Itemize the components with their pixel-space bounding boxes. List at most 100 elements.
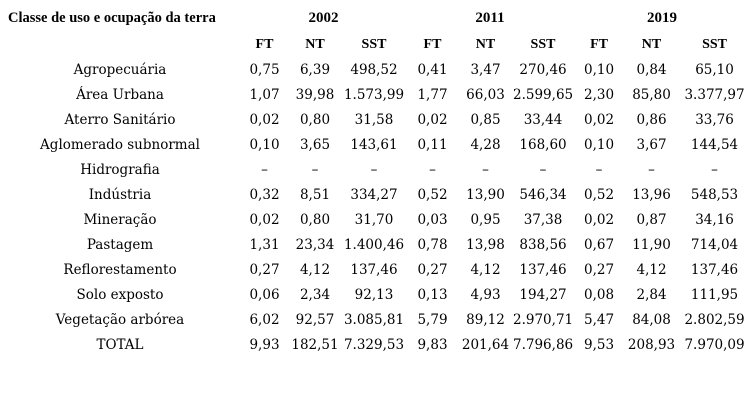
- cell-value: 6,39: [299, 61, 331, 78]
- column-header-nt-2002: NT: [305, 36, 325, 52]
- column-header-nt-2011: NT: [475, 36, 496, 52]
- cell-value: 33,76: [695, 111, 734, 128]
- cell-value: 5,47: [584, 311, 615, 328]
- column-header-spacer: [0, 32, 240, 57]
- cell-value: 3,67: [636, 136, 667, 153]
- table-row: Indústria 0,32 8,51 334,27 0,52 13,90 546,34 0,…: [0, 182, 751, 207]
- cell-value: 2,84: [636, 286, 667, 303]
- cell-value: 182,51: [291, 336, 339, 353]
- cell-value: 85,80: [632, 86, 671, 103]
- row-label: Hidrografia: [80, 161, 160, 178]
- year-header-2011: 2011: [475, 9, 505, 26]
- cell-value: –: [370, 161, 378, 178]
- cell-value: 0,03: [417, 211, 448, 228]
- cell-value: 1,77: [417, 86, 448, 103]
- table-row: Aterro Sanitário 0,02 0,80 31,58 0,02 0,85 33,…: [0, 107, 751, 132]
- cell-value: 31,58: [354, 111, 394, 128]
- cell-value: 33,44: [523, 111, 563, 128]
- cell-value: 2.970,71: [513, 311, 574, 328]
- row-label: Aterro Sanitário: [64, 111, 176, 128]
- row-label: Agropecuária: [73, 61, 167, 78]
- cell-value: 9,83: [417, 336, 448, 353]
- column-header-ft-2011: FT: [423, 36, 442, 52]
- cell-value: 92,57: [295, 311, 335, 328]
- cell-value: 0,02: [584, 111, 615, 128]
- cell-value: 143,61: [350, 136, 398, 153]
- cell-value: 0,13: [417, 286, 448, 303]
- cell-value: 7.796,86: [513, 336, 574, 353]
- row-label: Aglomerado subnormal: [40, 136, 200, 153]
- cell-value: 548,53: [690, 186, 739, 203]
- cell-value: 4,93: [470, 286, 501, 303]
- row-label: Vegetação arbórea: [55, 311, 185, 328]
- cell-value: 5,79: [417, 311, 448, 328]
- cell-value: 0,52: [417, 186, 448, 203]
- cell-value: 0,08: [584, 286, 615, 303]
- cell-value: 0,27: [417, 261, 448, 278]
- cell-value: 0,87: [636, 211, 667, 228]
- cell-value: 0,86: [636, 111, 667, 128]
- cell-value: 4,12: [470, 261, 501, 278]
- year-header-row: Classe de uso e ocupação da terra 2002 2…: [0, 4, 751, 32]
- cell-value: 4,12: [636, 261, 667, 278]
- cell-value: –: [429, 161, 436, 178]
- cell-value: 3.377,97: [684, 86, 745, 103]
- cell-value: 270,46: [519, 61, 567, 78]
- table-row: Agropecuária 0,75 6,39 498,52 0,41 3,47 270,46…: [0, 57, 751, 82]
- cell-value: 31,70: [354, 211, 394, 228]
- cell-value: 0,02: [417, 111, 448, 128]
- cell-value: 9,53: [584, 336, 615, 353]
- cell-value: 0,80: [299, 111, 331, 128]
- table-body: Agropecuária 0,75 6,39 498,52 0,41 3,47 270,46…: [0, 57, 751, 357]
- cell-value: 137,46: [350, 261, 398, 278]
- cell-value: 84,08: [632, 311, 671, 328]
- cell-value: 137,46: [519, 261, 567, 278]
- cell-value: –: [711, 161, 718, 178]
- cell-value: –: [311, 161, 319, 178]
- cell-value: 4,12: [299, 261, 331, 278]
- cell-value: 34,16: [695, 211, 734, 228]
- cell-value: 0,27: [249, 261, 280, 278]
- cell-value: –: [261, 161, 268, 178]
- cell-value: 2.802,59: [684, 311, 745, 328]
- cell-value: 2.599,65: [513, 86, 574, 103]
- row-label: TOTAL: [96, 336, 144, 353]
- cell-value: 7.329,53: [343, 336, 405, 353]
- cell-value: 92,13: [354, 286, 394, 303]
- cell-value: 714,04: [690, 236, 739, 253]
- cell-value: 0,02: [249, 111, 280, 128]
- column-header-row: FT NT SST FT NT SST FT NT SST: [0, 32, 751, 57]
- cell-value: –: [648, 161, 655, 178]
- column-header-ft-2019: FT: [590, 36, 608, 52]
- row-label: Área Urbana: [76, 86, 164, 103]
- column-header-ft-2002: FT: [255, 36, 274, 52]
- cell-value: 2,34: [299, 286, 331, 303]
- cell-value: 1.573,99: [343, 86, 405, 103]
- cell-value: –: [595, 161, 603, 178]
- cell-value: 1,07: [249, 86, 280, 103]
- cell-value: 208,93: [627, 336, 676, 353]
- cell-value: 838,56: [519, 236, 567, 253]
- table-row: Hidrografia – – – – – – – – –: [0, 157, 751, 182]
- cell-value: 3,47: [470, 61, 501, 78]
- table-row: Aglomerado subnormal 0,10 3,65 143,61 0,11 4,…: [0, 132, 751, 157]
- cell-value: 13,98: [466, 236, 505, 253]
- table-title: Classe de uso e ocupação da terra: [8, 9, 216, 26]
- cell-value: 0,10: [249, 136, 280, 153]
- cell-value: 4,28: [470, 136, 501, 153]
- row-label: Solo exposto: [76, 286, 164, 303]
- cell-value: –: [539, 161, 547, 178]
- cell-value: 111,95: [690, 286, 739, 303]
- table-row: TOTAL 9,93 182,51 7.329,53 9,83 201,64 7.796,8…: [0, 332, 751, 357]
- column-header-sst-2011: SST: [530, 36, 556, 52]
- cell-value: 546,34: [519, 186, 567, 203]
- cell-value: –: [482, 161, 489, 178]
- cell-value: 1,31: [249, 236, 280, 253]
- cell-value: 194,27: [519, 286, 567, 303]
- cell-value: 0,85: [470, 111, 501, 128]
- land-use-table: Classe de uso e ocupação da terra 2002 2…: [0, 4, 751, 357]
- cell-value: 9,93: [249, 336, 280, 353]
- cell-value: 168,60: [519, 136, 567, 153]
- cell-value: 11,90: [632, 236, 671, 253]
